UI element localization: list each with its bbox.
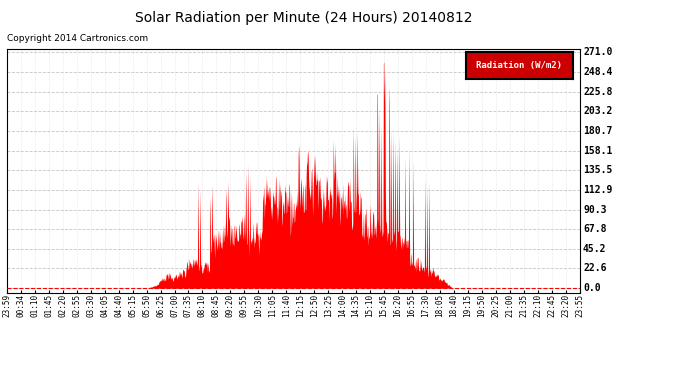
Text: 135.5: 135.5 <box>583 165 613 175</box>
Text: 203.2: 203.2 <box>583 106 613 116</box>
Text: 112.9: 112.9 <box>583 185 613 195</box>
Text: Solar Radiation per Minute (24 Hours) 20140812: Solar Radiation per Minute (24 Hours) 20… <box>135 11 473 25</box>
Text: Copyright 2014 Cartronics.com: Copyright 2014 Cartronics.com <box>7 34 148 43</box>
Text: Radiation (W/m2): Radiation (W/m2) <box>476 61 562 70</box>
Text: 225.8: 225.8 <box>583 87 613 97</box>
Text: 248.4: 248.4 <box>583 67 613 77</box>
Text: 180.7: 180.7 <box>583 126 613 136</box>
Text: 67.8: 67.8 <box>583 224 607 234</box>
Text: 0.0: 0.0 <box>583 283 601 293</box>
Text: 271.0: 271.0 <box>583 47 613 57</box>
Text: 90.3: 90.3 <box>583 204 607 214</box>
Text: 45.2: 45.2 <box>583 244 607 254</box>
Text: 22.6: 22.6 <box>583 264 607 273</box>
Text: 158.1: 158.1 <box>583 146 613 156</box>
